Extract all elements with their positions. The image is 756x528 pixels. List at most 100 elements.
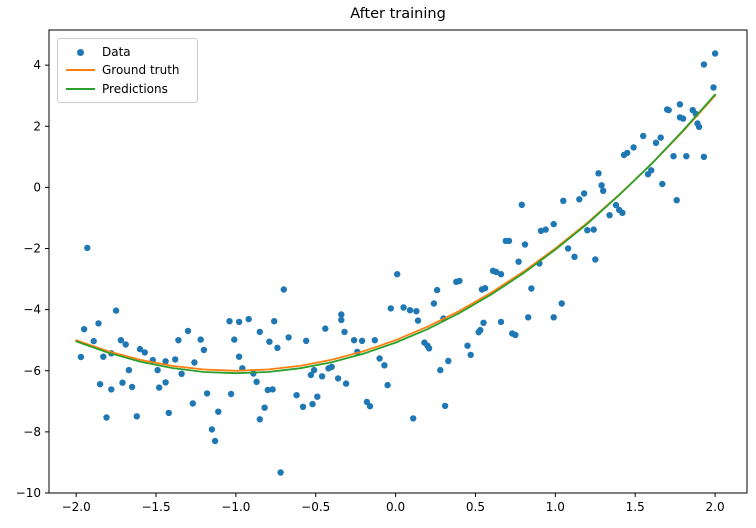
scatter-point <box>108 386 115 393</box>
scatter-point <box>231 336 238 343</box>
scatter-point <box>564 245 572 252</box>
chart-title: After training <box>350 6 446 22</box>
scatter-point <box>366 403 374 410</box>
scatter-point <box>606 212 613 219</box>
x-tick-label: −1.0 <box>221 500 250 514</box>
scatter-point <box>480 319 487 326</box>
scatter-point <box>269 386 276 393</box>
scatter-point <box>430 300 438 307</box>
scatter-point <box>341 328 348 336</box>
scatter-point <box>96 381 104 388</box>
scatter-point <box>162 379 169 386</box>
legend-item-data: Data <box>58 43 197 61</box>
scatter-point <box>657 134 664 141</box>
x-tick-label: 0.5 <box>466 500 485 514</box>
scatter-point <box>125 366 133 374</box>
scatter-point <box>156 384 163 391</box>
scatter-point <box>414 317 422 324</box>
scatter-point <box>235 353 243 360</box>
scatter-point <box>525 314 532 321</box>
scatter-point <box>376 355 383 362</box>
scatter-point <box>410 415 417 422</box>
scatter-point <box>387 305 394 312</box>
scatter-point <box>425 345 433 352</box>
scatter-point <box>477 326 484 334</box>
scatter-point <box>334 375 342 382</box>
scatter-point <box>318 373 326 380</box>
scatter-point <box>191 359 198 366</box>
scatter-point <box>141 349 148 356</box>
scatter-point <box>497 271 505 278</box>
scatter-point <box>580 190 588 197</box>
scatter-point <box>467 351 474 359</box>
scatter-point <box>165 409 172 417</box>
scatter-point <box>542 226 549 233</box>
scatter-point <box>285 334 292 341</box>
scatter-point <box>271 318 278 325</box>
scatter-point <box>328 363 335 370</box>
scatter-point <box>560 197 567 204</box>
scatter-point <box>590 226 597 233</box>
scatter-point <box>515 258 522 265</box>
scatter-point <box>413 308 420 315</box>
scatter-point <box>673 197 680 204</box>
scatter-point <box>338 311 345 318</box>
scatter-point <box>277 469 284 476</box>
scatter-point <box>215 408 222 415</box>
scatter-point <box>670 153 677 160</box>
ground-truth-curve <box>75 94 716 372</box>
scatter-point <box>571 253 578 260</box>
ground-truth-line-icon <box>65 69 95 72</box>
scatter-point <box>133 413 140 420</box>
legend-label-ground-truth: Ground truth <box>102 63 180 78</box>
scatter-point <box>264 386 271 394</box>
scatter-point <box>518 201 525 208</box>
scatter-point <box>456 277 463 285</box>
scatter-point <box>256 328 263 336</box>
scatter-point <box>119 379 126 386</box>
scatter-point <box>293 392 300 399</box>
scatter-point <box>711 50 719 57</box>
scatter-point <box>464 342 471 349</box>
scatter-point <box>576 196 583 203</box>
scatter-point <box>676 101 684 108</box>
predictions-line-icon <box>65 87 95 90</box>
scatter-point <box>493 268 500 276</box>
y-tick-label: −2 <box>23 242 41 256</box>
scatter-point <box>197 336 204 343</box>
scatter-point <box>441 402 449 410</box>
scatter-point <box>612 201 620 209</box>
scatter-point <box>310 366 318 374</box>
x-tick-label: −1.5 <box>141 500 170 514</box>
scatter-point <box>598 182 605 189</box>
scatter-point <box>338 316 345 324</box>
scatter-point <box>84 244 91 252</box>
scatter-point <box>550 314 557 321</box>
scatter-point <box>200 346 208 354</box>
scatter-point <box>437 366 444 374</box>
x-tick-label: 1.0 <box>546 500 565 514</box>
scatter-point <box>358 337 366 344</box>
scatter-point <box>100 353 107 360</box>
scatter-point <box>253 378 260 385</box>
scatter-point <box>136 345 144 353</box>
scatter-point <box>652 139 660 146</box>
scatter-point <box>112 307 120 314</box>
scatter-point <box>700 153 708 160</box>
data-marker-icon <box>76 48 84 56</box>
scatter-point <box>700 61 708 68</box>
scatter-point <box>342 380 350 387</box>
scatter-point <box>90 337 97 345</box>
scatter-point <box>550 220 557 228</box>
y-tick-label: 0 <box>33 180 41 194</box>
scatter-point <box>189 400 196 407</box>
scatter-point <box>528 285 535 292</box>
scatter-point <box>245 315 252 323</box>
scatter-point <box>558 300 565 307</box>
scatter-point <box>512 331 519 339</box>
plot-frame <box>48 29 748 494</box>
y-tick-label: −6 <box>23 364 41 378</box>
y-tick-label: −4 <box>23 303 41 317</box>
scatter-point <box>172 356 179 363</box>
